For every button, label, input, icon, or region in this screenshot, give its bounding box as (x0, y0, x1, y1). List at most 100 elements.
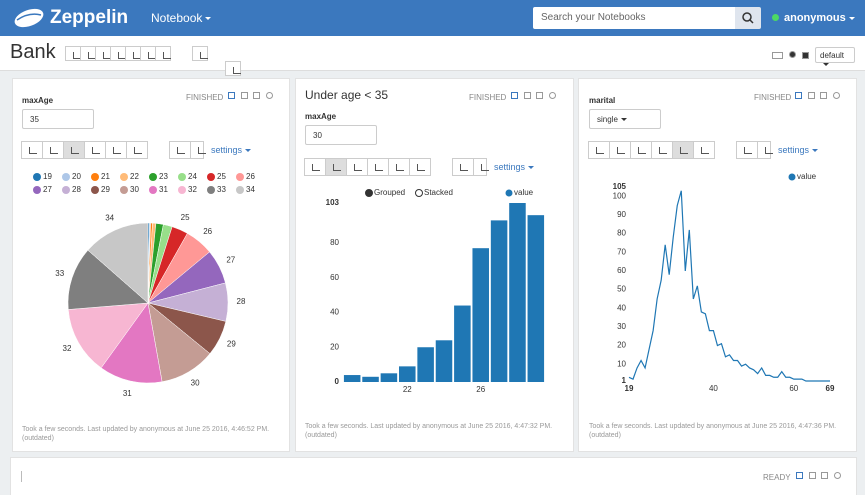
bar-btn[interactable] (42, 141, 64, 159)
download-btn[interactable] (452, 158, 474, 176)
line-btn[interactable] (388, 158, 410, 176)
settings-link[interactable]: settings (778, 145, 818, 155)
area-btn[interactable] (84, 141, 106, 159)
book-icon[interactable] (253, 92, 260, 99)
download-btn[interactable] (736, 141, 758, 159)
search-input[interactable]: Search your Notebooks (533, 7, 735, 29)
gear-icon[interactable] (834, 472, 841, 479)
paragraph: FINISHED maxAge 35 settings Took a few s… (12, 78, 290, 452)
area-btn[interactable] (651, 141, 673, 159)
scatter-btn[interactable] (693, 141, 715, 159)
notebook-menu[interactable]: Notebook (151, 11, 211, 25)
gear-icon[interactable] (549, 92, 556, 99)
line-btn[interactable] (105, 141, 127, 159)
shortcut-icon[interactable] (772, 52, 783, 59)
settings-label: settings (778, 145, 810, 155)
hide-output[interactable] (95, 46, 111, 61)
run-icon[interactable] (511, 92, 518, 99)
download-menu[interactable] (190, 141, 206, 159)
status-dot (772, 14, 779, 21)
search-icon (742, 12, 754, 24)
book-icon[interactable] (820, 92, 827, 99)
pie-btn[interactable] (346, 158, 368, 176)
download-group (736, 141, 773, 159)
status: READY (763, 473, 791, 482)
paragraph: FINISHED marital single settings Took a … (578, 78, 857, 452)
bar-btn[interactable] (609, 141, 631, 159)
paragraph: Under age < 35 FINISHED maxAge 30 settin… (295, 78, 574, 452)
schedule[interactable] (225, 61, 241, 76)
clear-output[interactable] (110, 46, 126, 61)
expand-icon[interactable] (808, 92, 815, 99)
pie-btn[interactable] (630, 141, 652, 159)
download-menu[interactable] (473, 158, 489, 176)
version[interactable] (155, 46, 171, 61)
form-label: maxAge (305, 112, 337, 121)
status: FINISHED (469, 93, 507, 102)
scatter-btn[interactable] (126, 141, 148, 159)
logo (14, 8, 44, 28)
settings-link[interactable]: settings (494, 162, 534, 172)
form-select[interactable]: single (589, 109, 661, 129)
interpreter-select[interactable]: default (815, 47, 855, 63)
expand-icon[interactable] (809, 472, 816, 479)
settings-label: settings (494, 162, 526, 172)
form-label: maxAge (22, 96, 54, 105)
gear-icon[interactable] (266, 92, 273, 99)
hide-code[interactable] (80, 46, 96, 61)
delete[interactable] (192, 46, 208, 61)
run-icon[interactable] (796, 472, 803, 479)
bar-btn[interactable] (325, 158, 347, 176)
chart-toolbar (21, 141, 148, 159)
paragraph-title: Under age < 35 (305, 88, 389, 102)
line-btn[interactable] (672, 141, 694, 159)
run-icon[interactable] (228, 92, 235, 99)
form-label: marital (589, 96, 616, 105)
download-group (452, 158, 489, 176)
status: FINISHED (186, 93, 224, 102)
status: FINISHED (754, 93, 792, 102)
book-icon[interactable] (821, 472, 828, 479)
menu-label: Notebook (151, 11, 203, 25)
notebook-actions (65, 46, 171, 61)
table-btn[interactable] (21, 141, 43, 159)
user-name: anonymous (784, 12, 846, 24)
gear-icon[interactable] (833, 92, 840, 99)
book-icon[interactable] (536, 92, 543, 99)
table-btn[interactable] (588, 141, 610, 159)
chart-toolbar (304, 158, 431, 176)
user-menu[interactable]: anonymous (784, 12, 855, 24)
interpreter-label: default (820, 51, 845, 60)
title-bar: Bank default (0, 36, 865, 76)
lock-icon[interactable] (802, 52, 809, 59)
table-btn[interactable] (304, 158, 326, 176)
settings-icon[interactable] (789, 51, 796, 58)
run-icon[interactable] (795, 92, 802, 99)
footer: Took a few seconds. Last updated by anon… (305, 423, 553, 439)
pie-btn[interactable] (63, 141, 85, 159)
download-btn[interactable] (169, 141, 191, 159)
paragraph: READY (10, 457, 857, 495)
settings-label: settings (211, 145, 243, 155)
chart-toolbar (588, 141, 715, 159)
clone[interactable] (125, 46, 141, 61)
notebook-title[interactable]: Bank (10, 41, 56, 63)
footer: Took a few seconds. Last updated by anon… (589, 423, 837, 439)
download-group (169, 141, 206, 159)
select-value: single (597, 115, 618, 124)
navbar: Zeppelin Notebook Search your Notebooks … (0, 0, 865, 36)
brand[interactable]: Zeppelin (50, 7, 129, 28)
expand-icon[interactable] (241, 92, 248, 99)
form-input[interactable]: 35 (22, 109, 94, 129)
scatter-btn[interactable] (409, 158, 431, 176)
settings-link[interactable]: settings (211, 145, 251, 155)
form-input[interactable]: 30 (305, 125, 377, 145)
footer: Took a few seconds. Last updated by anon… (22, 426, 270, 442)
expand-icon[interactable] (524, 92, 531, 99)
download-menu[interactable] (757, 141, 773, 159)
search-button[interactable] (735, 7, 761, 29)
export[interactable] (140, 46, 156, 61)
run-all[interactable] (65, 46, 81, 61)
area-btn[interactable] (367, 158, 389, 176)
